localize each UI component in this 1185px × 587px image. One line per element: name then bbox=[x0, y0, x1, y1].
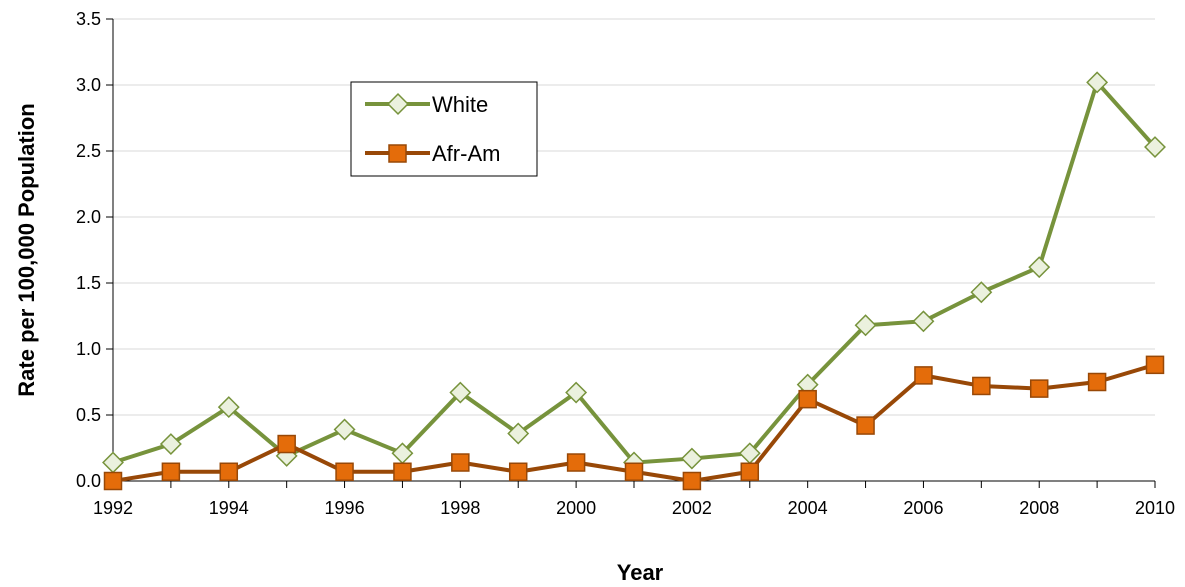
x-axis-title: Year bbox=[617, 560, 664, 585]
x-tick-label: 1994 bbox=[209, 498, 249, 518]
y-tick-label: 2.5 bbox=[76, 141, 101, 161]
point-afr-am bbox=[1145, 355, 1165, 375]
point-afr-am bbox=[566, 453, 586, 472]
legend-label-white: White bbox=[432, 92, 488, 117]
point-white bbox=[391, 442, 414, 465]
x-tick-label: 2000 bbox=[556, 498, 596, 518]
x-tick-label: 2006 bbox=[903, 498, 943, 518]
y-axis-title: Rate per 100,000 Population bbox=[14, 103, 39, 396]
y-tick-label: 3.5 bbox=[76, 9, 101, 29]
point-white bbox=[159, 433, 182, 456]
point-afr-am bbox=[1087, 372, 1107, 392]
x-tick-label: 2002 bbox=[672, 498, 712, 518]
point-white bbox=[912, 310, 935, 333]
point-white bbox=[680, 447, 703, 470]
point-white bbox=[333, 418, 356, 441]
x-tick-label: 1992 bbox=[93, 498, 133, 518]
y-tick-label: 0.0 bbox=[76, 471, 101, 491]
point-afr-am bbox=[798, 389, 817, 409]
y-tick-label: 0.5 bbox=[76, 405, 101, 425]
series-layer bbox=[102, 71, 1166, 491]
legend: White Afr-Am bbox=[350, 81, 538, 177]
point-afr-am bbox=[508, 462, 528, 482]
point-white bbox=[1086, 71, 1109, 94]
y-tick-label: 1.0 bbox=[76, 339, 101, 359]
point-white bbox=[738, 442, 761, 465]
gridlines bbox=[113, 18, 1155, 416]
point-white bbox=[796, 373, 819, 396]
y-tick-label: 2.0 bbox=[76, 207, 101, 227]
y-axis-ticks: 0.0 0.5 1.0 1.5 2.0 2.5 3.0 3.5 bbox=[76, 9, 113, 491]
point-white bbox=[507, 422, 530, 445]
point-white bbox=[565, 381, 588, 404]
legend-marker-white bbox=[387, 93, 409, 115]
point-afr-am bbox=[682, 471, 702, 491]
point-afr-am bbox=[393, 462, 412, 482]
point-afr-am bbox=[972, 376, 991, 396]
legend-box bbox=[350, 81, 538, 177]
point-afr-am bbox=[740, 462, 760, 482]
x-tick-label: 1996 bbox=[325, 498, 365, 518]
point-afr-am bbox=[856, 416, 875, 435]
point-afr-am bbox=[624, 462, 644, 482]
point-white bbox=[1028, 256, 1051, 279]
point-afr-am bbox=[914, 366, 933, 385]
point-white bbox=[449, 381, 472, 404]
y-tick-label: 1.5 bbox=[76, 273, 101, 293]
y-tick-label: 3.0 bbox=[76, 75, 101, 95]
point-afr-am bbox=[277, 434, 296, 454]
point-white bbox=[1144, 136, 1166, 159]
point-afr-am bbox=[219, 462, 239, 482]
series-line-white bbox=[112, 80, 1157, 465]
point-afr-am bbox=[1029, 379, 1049, 398]
point-afr-am bbox=[103, 471, 123, 491]
point-white bbox=[217, 396, 240, 419]
legend-marker-afr-am bbox=[388, 144, 407, 163]
point-white bbox=[854, 314, 877, 337]
point-afr-am bbox=[451, 453, 470, 472]
axes bbox=[112, 19, 1155, 482]
point-afr-am bbox=[335, 462, 354, 482]
legend-label-afr-am: Afr-Am bbox=[432, 141, 500, 166]
x-tick-label: 2008 bbox=[1019, 498, 1059, 518]
x-axis-ticks: 1992 1994 1996 1998 2000 2002 2004 2006 2008 2010 bbox=[93, 481, 1175, 518]
x-tick-label: 2004 bbox=[788, 498, 828, 518]
point-white bbox=[102, 451, 124, 474]
point-afr-am bbox=[161, 462, 181, 482]
x-tick-label: 2010 bbox=[1135, 498, 1175, 518]
x-tick-label: 1998 bbox=[440, 498, 480, 518]
point-white bbox=[970, 281, 993, 304]
